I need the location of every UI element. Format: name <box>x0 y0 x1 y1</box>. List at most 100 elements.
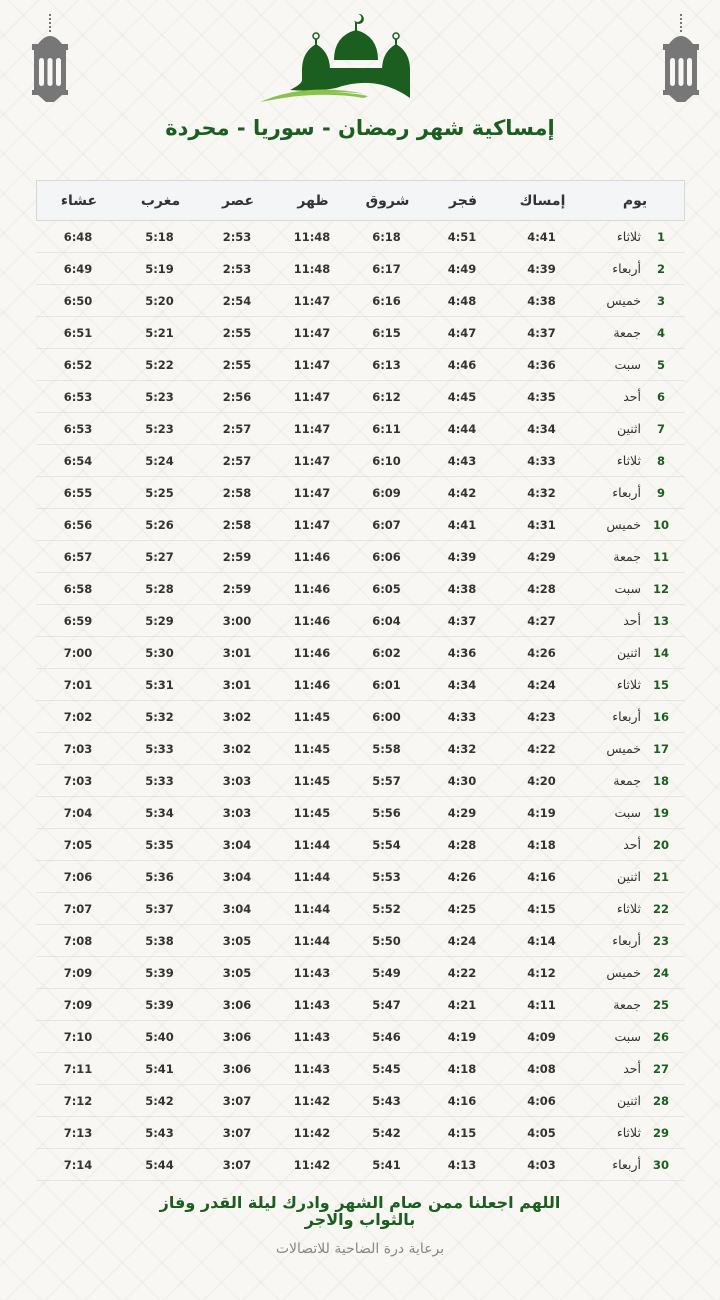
cell-isha: 7:01 <box>63 677 93 692</box>
cell-maghrib: 5:27 <box>145 549 174 564</box>
table-row: 7:10 5:40 3:06 11:43 5:46 4:19 4:09 سبت 26 <box>36 1021 685 1053</box>
day-number: 2 <box>656 261 665 276</box>
cell-dhuhr: 11:46 <box>293 581 331 596</box>
cell-fajr: 4:25 <box>447 901 477 916</box>
cell-fajr: 4:33 <box>447 709 477 724</box>
cell-imsak: 4:09 <box>527 1029 556 1044</box>
table-row: 6:50 5:20 2:54 11:47 6:16 4:48 4:38 خميس 3 <box>36 285 685 317</box>
cell-shuruq: 6:11 <box>372 421 401 436</box>
cell-fajr: 4:28 <box>447 837 477 852</box>
cell-dhuhr: 11:47 <box>293 389 331 404</box>
cell-isha: 6:49 <box>63 261 93 276</box>
header-shuruq: شروق <box>365 192 410 209</box>
cell-imsak: 4:22 <box>527 741 556 756</box>
cell-isha: 6:51 <box>63 325 93 340</box>
cell-shuruq: 6:06 <box>372 549 401 564</box>
cell-shuruq: 6:07 <box>372 517 401 532</box>
day-number: 22 <box>652 901 669 916</box>
cell-isha: 7:02 <box>63 709 93 724</box>
cell-asr: 3:00 <box>222 613 252 628</box>
cell-dhuhr: 11:43 <box>293 965 331 980</box>
cell-dhuhr: 11:43 <box>293 997 331 1012</box>
cell-fajr: 4:19 <box>447 1029 477 1044</box>
cell-day: أحد 6 <box>583 389 685 404</box>
cell-fajr: 4:18 <box>447 1061 477 1076</box>
cell-shuruq: 5:56 <box>372 805 401 820</box>
cell-maghrib: 5:36 <box>145 869 174 884</box>
cell-shuruq: 5:54 <box>372 837 401 852</box>
cell-dhuhr: 11:47 <box>293 485 331 500</box>
cell-day: سبت 19 <box>583 805 685 820</box>
cell-maghrib: 5:39 <box>145 997 174 1012</box>
day-name: جمعة <box>613 773 641 788</box>
cell-day: أحد 27 <box>583 1061 685 1076</box>
cell-dhuhr: 11:47 <box>293 325 331 340</box>
cell-imsak: 4:24 <box>527 677 556 692</box>
cell-maghrib: 5:32 <box>145 709 174 724</box>
cell-day: خميس 3 <box>583 293 685 308</box>
cell-fajr: 4:39 <box>447 549 477 564</box>
cell-imsak: 4:34 <box>527 421 556 436</box>
cell-asr: 2:58 <box>222 485 252 500</box>
cell-imsak: 4:16 <box>527 869 556 884</box>
day-name: سبت <box>614 1029 641 1044</box>
day-number: 15 <box>652 677 669 692</box>
cell-fajr: 4:42 <box>447 485 477 500</box>
cell-day: ثلاثاء 1 <box>583 229 685 244</box>
cell-asr: 3:02 <box>222 709 252 724</box>
day-number: 14 <box>652 645 669 660</box>
cell-fajr: 4:34 <box>447 677 477 692</box>
cell-shuruq: 6:09 <box>372 485 401 500</box>
cell-isha: 7:05 <box>63 837 93 852</box>
cell-asr: 3:05 <box>222 965 252 980</box>
table-row: 7:08 5:38 3:05 11:44 5:50 4:24 4:14 أربعاء 23 <box>36 925 685 957</box>
cell-fajr: 4:48 <box>447 293 477 308</box>
day-name: ثلاثاء <box>616 677 641 692</box>
cell-day: أربعاء 9 <box>583 485 685 500</box>
cell-day: سبت 5 <box>583 357 685 372</box>
table-row: 7:01 5:31 3:01 11:46 6:01 4:34 4:24 ثلاثاء 15 <box>36 669 685 701</box>
table-row: 7:00 5:30 3:01 11:46 6:02 4:36 4:26 اثنين 14 <box>36 637 685 669</box>
cell-isha: 6:58 <box>63 581 93 596</box>
cell-maghrib: 5:22 <box>145 357 174 372</box>
cell-maghrib: 5:43 <box>145 1125 174 1140</box>
cell-imsak: 4:15 <box>527 901 556 916</box>
day-number: 5 <box>656 357 665 372</box>
cell-isha: 6:48 <box>63 229 93 244</box>
day-number: 13 <box>652 613 669 628</box>
cell-maghrib: 5:23 <box>145 389 174 404</box>
cell-day: خميس 10 <box>583 517 685 532</box>
cell-isha: 6:56 <box>63 517 93 532</box>
footer-prayer: اللهم اجعلنا ممن صام الشهر وادرك ليلة ال… <box>159 1193 561 1229</box>
day-name: أربعاء <box>612 933 641 948</box>
cell-shuruq: 5:49 <box>372 965 401 980</box>
day-number: 23 <box>652 933 669 948</box>
cell-maghrib: 5:25 <box>145 485 174 500</box>
day-number: 19 <box>652 805 669 820</box>
cell-isha: 6:50 <box>63 293 93 308</box>
day-name: اثنين <box>616 645 641 660</box>
cell-maghrib: 5:44 <box>145 1157 174 1172</box>
cell-day: اثنين 7 <box>583 421 685 436</box>
cell-isha: 6:53 <box>63 389 93 404</box>
header-imsak: إمساك <box>519 192 566 209</box>
cell-maghrib: 5:24 <box>145 453 174 468</box>
cell-shuruq: 5:58 <box>372 741 401 756</box>
cell-asr: 3:06 <box>222 1029 252 1044</box>
cell-imsak: 4:11 <box>527 997 556 1012</box>
cell-asr: 3:04 <box>222 869 252 884</box>
cell-asr: 3:04 <box>222 901 252 916</box>
cell-dhuhr: 11:45 <box>293 709 331 724</box>
cell-isha: 7:09 <box>63 997 93 1012</box>
cell-isha: 7:09 <box>63 965 93 980</box>
cell-isha: 6:59 <box>63 613 93 628</box>
cell-dhuhr: 11:46 <box>293 549 331 564</box>
cell-asr: 3:03 <box>222 773 252 788</box>
cell-imsak: 4:32 <box>527 485 556 500</box>
cell-fajr: 4:44 <box>447 421 477 436</box>
cell-shuruq: 5:45 <box>372 1061 401 1076</box>
day-number: 21 <box>652 869 669 884</box>
cell-fajr: 4:16 <box>447 1093 477 1108</box>
cell-dhuhr: 11:43 <box>293 1029 331 1044</box>
cell-day: خميس 24 <box>583 965 685 980</box>
